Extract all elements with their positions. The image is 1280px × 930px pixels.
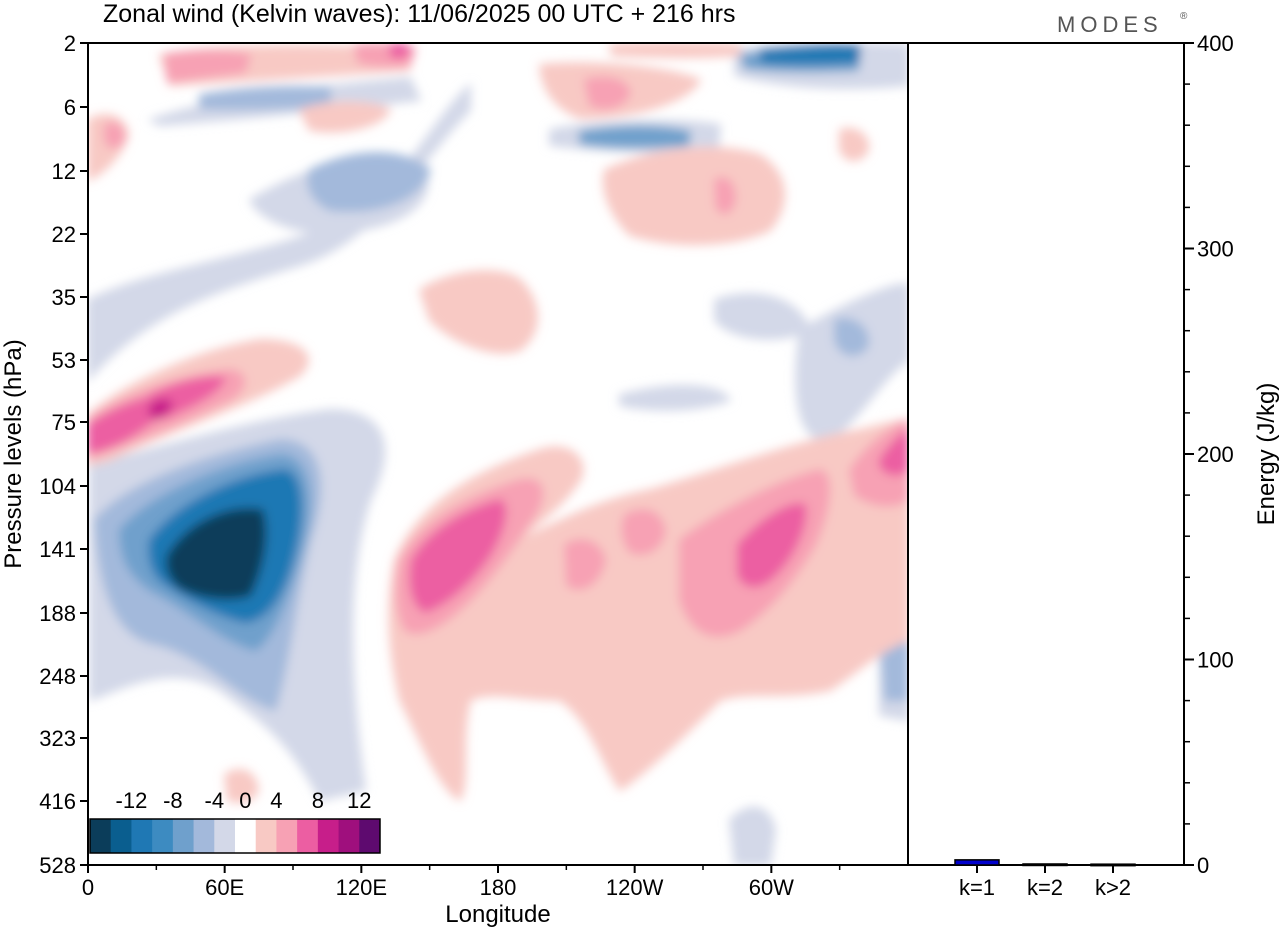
energy-tick-label: 100 xyxy=(1197,648,1234,673)
wind-contour-pos xyxy=(298,101,392,133)
wind-contour-neg xyxy=(88,82,471,382)
wind-contour-pos xyxy=(223,769,260,803)
wind-field xyxy=(88,43,908,865)
colorbar-label: 8 xyxy=(312,788,324,813)
wind-contour-pos xyxy=(713,177,737,215)
brand-label: MODES xyxy=(1057,12,1163,37)
colorbar-swatch xyxy=(172,819,195,853)
energy-category-label: k=2 xyxy=(1027,875,1063,900)
colorbar-label: -12 xyxy=(116,788,148,813)
x-tick-label: 0 xyxy=(82,875,94,900)
y-tick-label: 35 xyxy=(52,285,76,310)
y-tick-label: 12 xyxy=(52,159,76,184)
wind-contour-pos xyxy=(602,146,785,246)
colorbar-swatch xyxy=(193,819,215,853)
colorbar-swatch xyxy=(338,819,360,853)
wind-contour-pos xyxy=(839,127,870,162)
wind-contour-pos xyxy=(737,503,807,588)
colorbar-swatch xyxy=(255,819,277,853)
y-tick-label: 75 xyxy=(52,410,76,435)
wind-contour-neg xyxy=(728,806,777,865)
y-axis-title: Pressure levels (hPa) xyxy=(0,339,27,568)
wind-contour-pos xyxy=(418,270,538,354)
x-tick-label: 120W xyxy=(606,875,664,900)
y-tick-label: 104 xyxy=(39,474,76,499)
wind-contour-neg xyxy=(758,44,862,65)
wind-contour-pos xyxy=(879,428,908,476)
y-tick-label: 6 xyxy=(64,95,76,120)
y-tick-label: 53 xyxy=(52,348,76,373)
wind-contour-pos xyxy=(409,498,507,614)
modes-logo: MODES ® xyxy=(1057,11,1188,37)
wind-contour-pos xyxy=(163,50,252,84)
x-tick-label: 180 xyxy=(480,875,517,900)
energy-panel-frame xyxy=(907,42,1185,866)
wind-contour-pos xyxy=(583,76,632,110)
energy-tick-label: 200 xyxy=(1197,442,1234,467)
energy-bar xyxy=(954,859,1000,866)
wind-contour-pos xyxy=(608,43,741,58)
energy-category-label: k>2 xyxy=(1095,875,1131,900)
energy-bar-chart: 0 100 200 300 400 k=1 k=2 k>2 xyxy=(954,31,1234,900)
colorbar-swatch xyxy=(297,819,319,853)
colorbar-swatch xyxy=(359,819,381,853)
colorbar-swatch xyxy=(276,819,298,853)
colorbar: -12 -8 -4 0 4 8 12 xyxy=(89,788,381,854)
wind-contour-pos xyxy=(104,122,126,149)
energy-tick-label: 400 xyxy=(1197,31,1234,56)
wind-contour-neg xyxy=(834,317,870,356)
y-tick-label: 141 xyxy=(39,537,76,562)
colorbar-swatch xyxy=(110,819,132,853)
y-tick-label: 248 xyxy=(39,664,76,689)
colorbar-swatch xyxy=(90,819,112,853)
chart-title: Zonal wind (Kelvin waves): 11/06/2025 00… xyxy=(103,0,736,28)
colorbar-swatch xyxy=(131,819,153,853)
y-tick-label: 416 xyxy=(39,789,76,814)
colorbar-swatch xyxy=(152,819,174,853)
x-tick-label: 120E xyxy=(336,875,387,900)
colorbar-frame xyxy=(89,818,381,854)
x-axis-title: Longitude xyxy=(445,901,550,928)
wind-contour-neg xyxy=(579,125,692,149)
brand-mark: ® xyxy=(1180,11,1188,22)
y-tick-label: 22 xyxy=(52,222,76,247)
y-tick-label: 528 xyxy=(39,853,76,878)
wind-contour-neg xyxy=(307,152,432,212)
colorbar-label: 12 xyxy=(347,788,371,813)
colorbar-label: -4 xyxy=(205,788,225,813)
colorbar-swatch xyxy=(214,819,236,853)
colorbar-swatch xyxy=(317,819,340,853)
y-tick-label: 323 xyxy=(39,726,76,751)
wind-contour-neg xyxy=(795,283,908,442)
wind-contour-pos xyxy=(149,398,174,420)
wind-contour-pos xyxy=(563,539,607,590)
colorbar-label: 0 xyxy=(239,788,251,813)
wind-contour-pos xyxy=(621,509,667,555)
heatmap-axes: 0 60E 120E 180 120W 60W 2 6 12 22 35 53 75 104 141 188 2… xyxy=(39,31,841,900)
wind-contour-neg xyxy=(165,508,267,600)
energy-category-label: k=1 xyxy=(959,875,995,900)
colorbar-label: 4 xyxy=(270,788,282,813)
energy-tick-label: 300 xyxy=(1197,237,1234,262)
colorbar-label: -8 xyxy=(163,788,183,813)
x-tick-label: 60W xyxy=(749,875,794,900)
energy-tick-label: 0 xyxy=(1197,853,1209,878)
energy-axis-title: Energy (J/kg) xyxy=(1253,383,1280,526)
x-tick-label: 60E xyxy=(205,875,244,900)
y-tick-label: 188 xyxy=(39,601,76,626)
wind-contour-neg xyxy=(619,385,732,411)
wind-contours xyxy=(88,43,908,865)
colorbar-swatch xyxy=(235,819,257,853)
y-tick-label: 2 xyxy=(64,31,76,56)
